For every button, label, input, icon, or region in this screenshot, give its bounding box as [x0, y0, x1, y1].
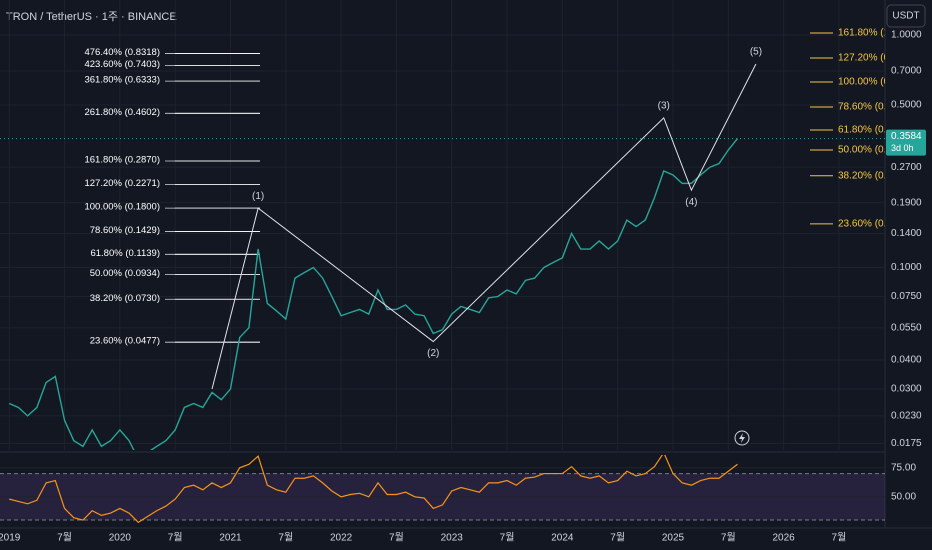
- series-line: [8, 138, 739, 450]
- fib-label: 161.80% (0.2870): [84, 155, 160, 166]
- wave-label: (4): [685, 197, 697, 208]
- fib-label: 100.00% (0.1800): [84, 202, 160, 213]
- alert-icon[interactable]: [734, 430, 750, 446]
- x-tick-label: 7월: [610, 532, 625, 544]
- x-tick-label: 7월: [500, 532, 515, 544]
- x-tick-label: 2023: [441, 533, 464, 544]
- x-tick-label: 7월: [278, 532, 293, 544]
- rsi-tick-label: 75.00: [891, 462, 916, 473]
- x-tick-label: 7월: [389, 532, 404, 544]
- wave-label: (1): [252, 191, 264, 202]
- currency-label[interactable]: USDT: [892, 11, 919, 22]
- x-tick-label: 2026: [772, 533, 795, 544]
- fib-label-right: 38.20% (0.2: [838, 170, 892, 181]
- fib-label-right: 61.80% (0.3: [838, 125, 892, 136]
- x-tick-label: 7월: [168, 532, 183, 544]
- x-tick-label: 7월: [832, 532, 847, 544]
- fib-label: 61.80% (0.1139): [90, 248, 160, 259]
- fib-label: 127.20% (0.2271): [84, 178, 160, 189]
- wave-label: (5): [750, 47, 762, 58]
- x-tick-label: 2025: [662, 533, 685, 544]
- countdown-label: 3d 0h: [891, 143, 914, 153]
- symbol-title: TRON / TetherUS · 1주 · BINANCE: [6, 11, 177, 23]
- fib-label-right: 50.00% (0.3: [838, 145, 892, 156]
- fib-label: 476.40% (0.8318): [84, 47, 160, 58]
- fib-label-right: 23.60% (0.1: [838, 219, 892, 230]
- x-tick-label: 2020: [109, 533, 132, 544]
- y-tick-label: 0.1400: [891, 228, 922, 239]
- wave-label: (3): [658, 101, 670, 112]
- last-price-tag: [886, 129, 926, 156]
- rsi-pane: [0, 455, 885, 524]
- fib-label: 50.00% (0.0934): [90, 268, 160, 279]
- y-tick-label: 0.1900: [891, 197, 922, 208]
- x-tick-label: 2024: [551, 533, 574, 544]
- y-tick-label: 0.0550: [891, 322, 922, 333]
- y-tick-label: 0.2700: [891, 162, 922, 173]
- rsi-tick-label: 50.00: [891, 491, 916, 502]
- x-tick-label: 2021: [219, 533, 242, 544]
- x-tick-label: 7월: [721, 532, 736, 544]
- y-tick-label: 0.0230: [891, 410, 922, 421]
- y-tick-label: 0.7000: [891, 66, 922, 77]
- series-line: [9, 455, 738, 524]
- fib-label: 23.60% (0.0477): [90, 336, 160, 347]
- y-tick-label: 1.0000: [891, 30, 922, 41]
- last-price-label: 0.3584: [891, 131, 922, 142]
- y-tick-label: 0.1000: [891, 262, 922, 273]
- alert-bolt[interactable]: [739, 433, 745, 443]
- y-tick-label: 0.0400: [891, 355, 922, 366]
- y-tick-label: 0.0300: [891, 384, 922, 395]
- currency-button[interactable]: [886, 4, 926, 28]
- wave-line: [211, 63, 757, 390]
- y-tick-label: 0.0750: [891, 291, 922, 302]
- fib-label: 261.80% (0.4602): [84, 107, 160, 118]
- fib-label-right: 100.00% (0.: [838, 77, 892, 88]
- fib-label: 423.60% (0.7403): [84, 59, 160, 70]
- fib-label: 361.80% (0.6333): [84, 75, 160, 86]
- x-tick-label: 2022: [330, 533, 353, 544]
- fib-label-right: 78.60% (0.4: [838, 102, 892, 113]
- fib-label-right: 127.20% (0.: [838, 53, 892, 64]
- wave-label: (2): [427, 348, 439, 359]
- y-tick-label: 0.0175: [891, 438, 922, 449]
- x-tick-label: 7월: [57, 532, 72, 544]
- fib-label: 78.60% (0.1429): [90, 225, 160, 236]
- x-tick-label: 2019: [0, 533, 21, 544]
- fib-label: 38.20% (0.0730): [90, 293, 160, 304]
- y-tick-label: 0.5000: [891, 100, 922, 111]
- fib-label-right: 161.80% (1.: [838, 28, 892, 39]
